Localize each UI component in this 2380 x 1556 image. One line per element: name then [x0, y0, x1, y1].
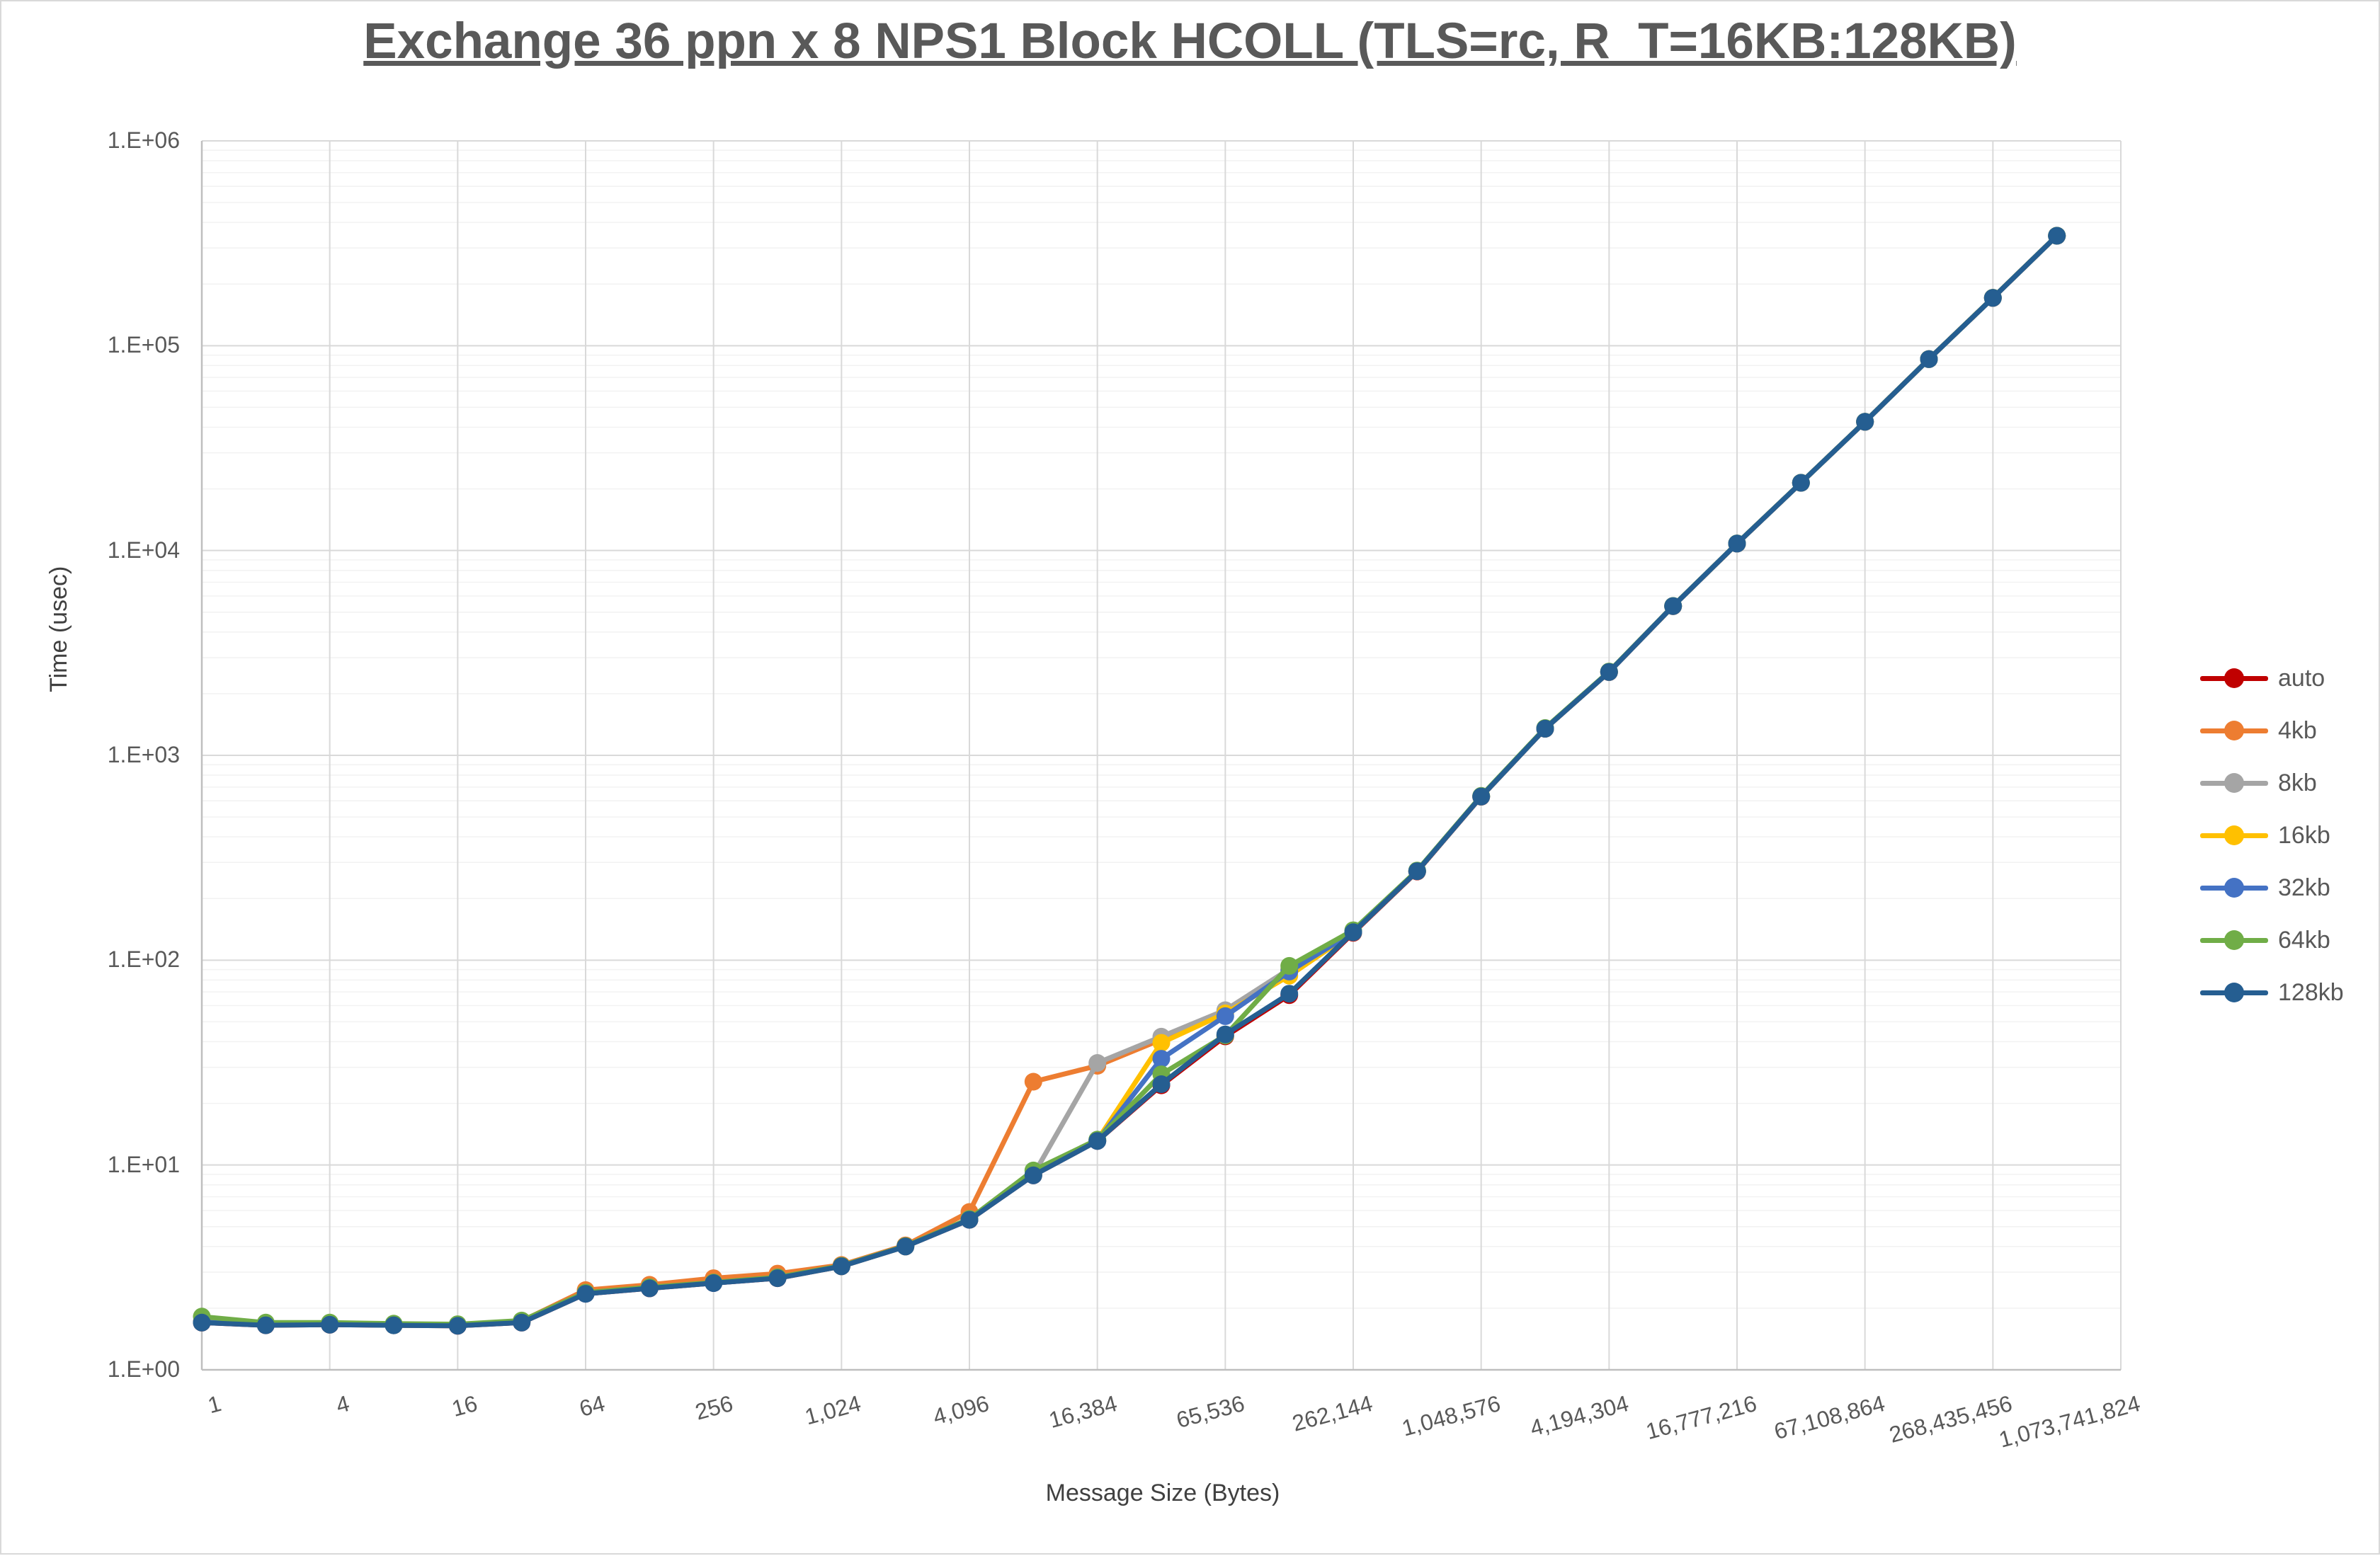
data-point-128kb [960, 1211, 979, 1229]
legend-marker-icon [2200, 825, 2268, 845]
data-point-128kb [1792, 474, 1810, 492]
data-point-128kb [705, 1274, 723, 1292]
y-tick-label: 1.E+03 [107, 742, 180, 767]
y-tick-label: 1.E+05 [107, 332, 180, 358]
series-line-16kb [201, 234, 2059, 1328]
series-line-64kb [201, 234, 2059, 1327]
data-point-4kb [1024, 1072, 1042, 1091]
data-point-128kb [1024, 1166, 1042, 1184]
data-point-128kb [1344, 923, 1362, 942]
data-point-128kb [1088, 1132, 1107, 1150]
data-point-128kb [640, 1279, 659, 1298]
data-point-128kb [1983, 289, 2002, 307]
series-line-8kb [201, 234, 2059, 1328]
data-point-128kb [448, 1317, 467, 1335]
series-4kb [193, 227, 2066, 1334]
data-point-128kb [1152, 1075, 1171, 1093]
legend-dot-icon [2224, 983, 2244, 1002]
data-point-128kb [1664, 597, 1682, 615]
series-line-128kb [201, 234, 2059, 1329]
data-point-32kb [1152, 1050, 1171, 1068]
legend-label: 128kb [2278, 978, 2344, 1006]
data-point-128kb [1920, 350, 1938, 368]
data-point-128kb [1728, 534, 1746, 553]
data-point-128kb [256, 1316, 275, 1334]
legend-entry-16kb: 16kb [2200, 821, 2330, 849]
data-point-128kb [1408, 862, 1426, 881]
legend-label: auto [2278, 664, 2325, 692]
series-32kb [193, 227, 2066, 1334]
series-16kb [193, 227, 2066, 1334]
legend-marker-icon [2200, 668, 2268, 688]
chart-title: Exchange 36 ppn x 8 NPS1 Block HCOLL (TL… [363, 13, 2017, 69]
legend-marker-icon [2200, 930, 2268, 950]
y-tick-label: 1.E+06 [107, 127, 180, 153]
legend-label: 16kb [2278, 821, 2330, 849]
y-tick-label: 1.E+00 [107, 1356, 180, 1382]
legend-dot-icon [2224, 878, 2244, 898]
legend-marker-icon [2200, 721, 2268, 740]
data-point-128kb [2048, 227, 2066, 245]
data-point-128kb [193, 1313, 211, 1332]
x-axis-title: Message Size (Bytes) [1045, 1480, 1280, 1506]
legend-dot-icon [2224, 930, 2244, 950]
y-axis-title: Time (usec) [45, 566, 72, 692]
series-64kb [193, 227, 2066, 1334]
data-point-16kb [1152, 1034, 1171, 1052]
series-line-4kb [201, 234, 2059, 1327]
y-tick-label: 1.E+01 [107, 1151, 180, 1177]
legend-dot-icon [2224, 773, 2244, 793]
data-point-128kb [513, 1313, 531, 1332]
legend-dot-icon [2224, 668, 2244, 688]
legend-dot-icon [2224, 721, 2244, 740]
data-point-8kb [1088, 1054, 1107, 1072]
series-line-32kb [201, 234, 2059, 1328]
legend-marker-icon [2200, 773, 2268, 793]
data-point-128kb [1856, 413, 1874, 431]
legend-label: 8kb [2278, 769, 2317, 796]
legend-marker-icon [2200, 983, 2268, 1002]
series-128kb [193, 227, 2066, 1335]
legend-entry-8kb: 8kb [2200, 769, 2317, 797]
legend-label: 4kb [2278, 716, 2317, 744]
series-8kb [193, 227, 2066, 1334]
data-point-128kb [768, 1269, 787, 1288]
data-point-32kb [1216, 1007, 1234, 1025]
data-point-128kb [1216, 1025, 1234, 1043]
data-point-128kb [1472, 787, 1491, 806]
series-line-auto [201, 234, 2059, 1329]
data-point-128kb [385, 1316, 403, 1334]
data-point-128kb [1280, 985, 1299, 1003]
legend-marker-icon [2200, 878, 2268, 898]
legend-entry-32kb: 32kb [2200, 874, 2330, 902]
legend-label: 64kb [2278, 926, 2330, 954]
legend-entry-128kb: 128kb [2200, 978, 2344, 1007]
legend-dot-icon [2224, 825, 2244, 845]
legend-entry-64kb: 64kb [2200, 926, 2330, 954]
data-point-128kb [1536, 719, 1554, 738]
data-point-64kb [1280, 956, 1299, 975]
data-point-128kb [321, 1315, 339, 1334]
data-point-128kb [832, 1257, 850, 1276]
legend-label: 32kb [2278, 874, 2330, 901]
y-tick-label: 1.E+02 [107, 946, 180, 973]
legend-entry-auto: auto [2200, 664, 2325, 692]
y-tick-label: 1.E+04 [107, 537, 180, 563]
series-auto [193, 227, 2066, 1335]
data-point-128kb [1600, 663, 1618, 681]
data-point-128kb [896, 1237, 915, 1256]
data-point-128kb [576, 1285, 595, 1303]
legend-entry-4kb: 4kb [2200, 716, 2317, 745]
